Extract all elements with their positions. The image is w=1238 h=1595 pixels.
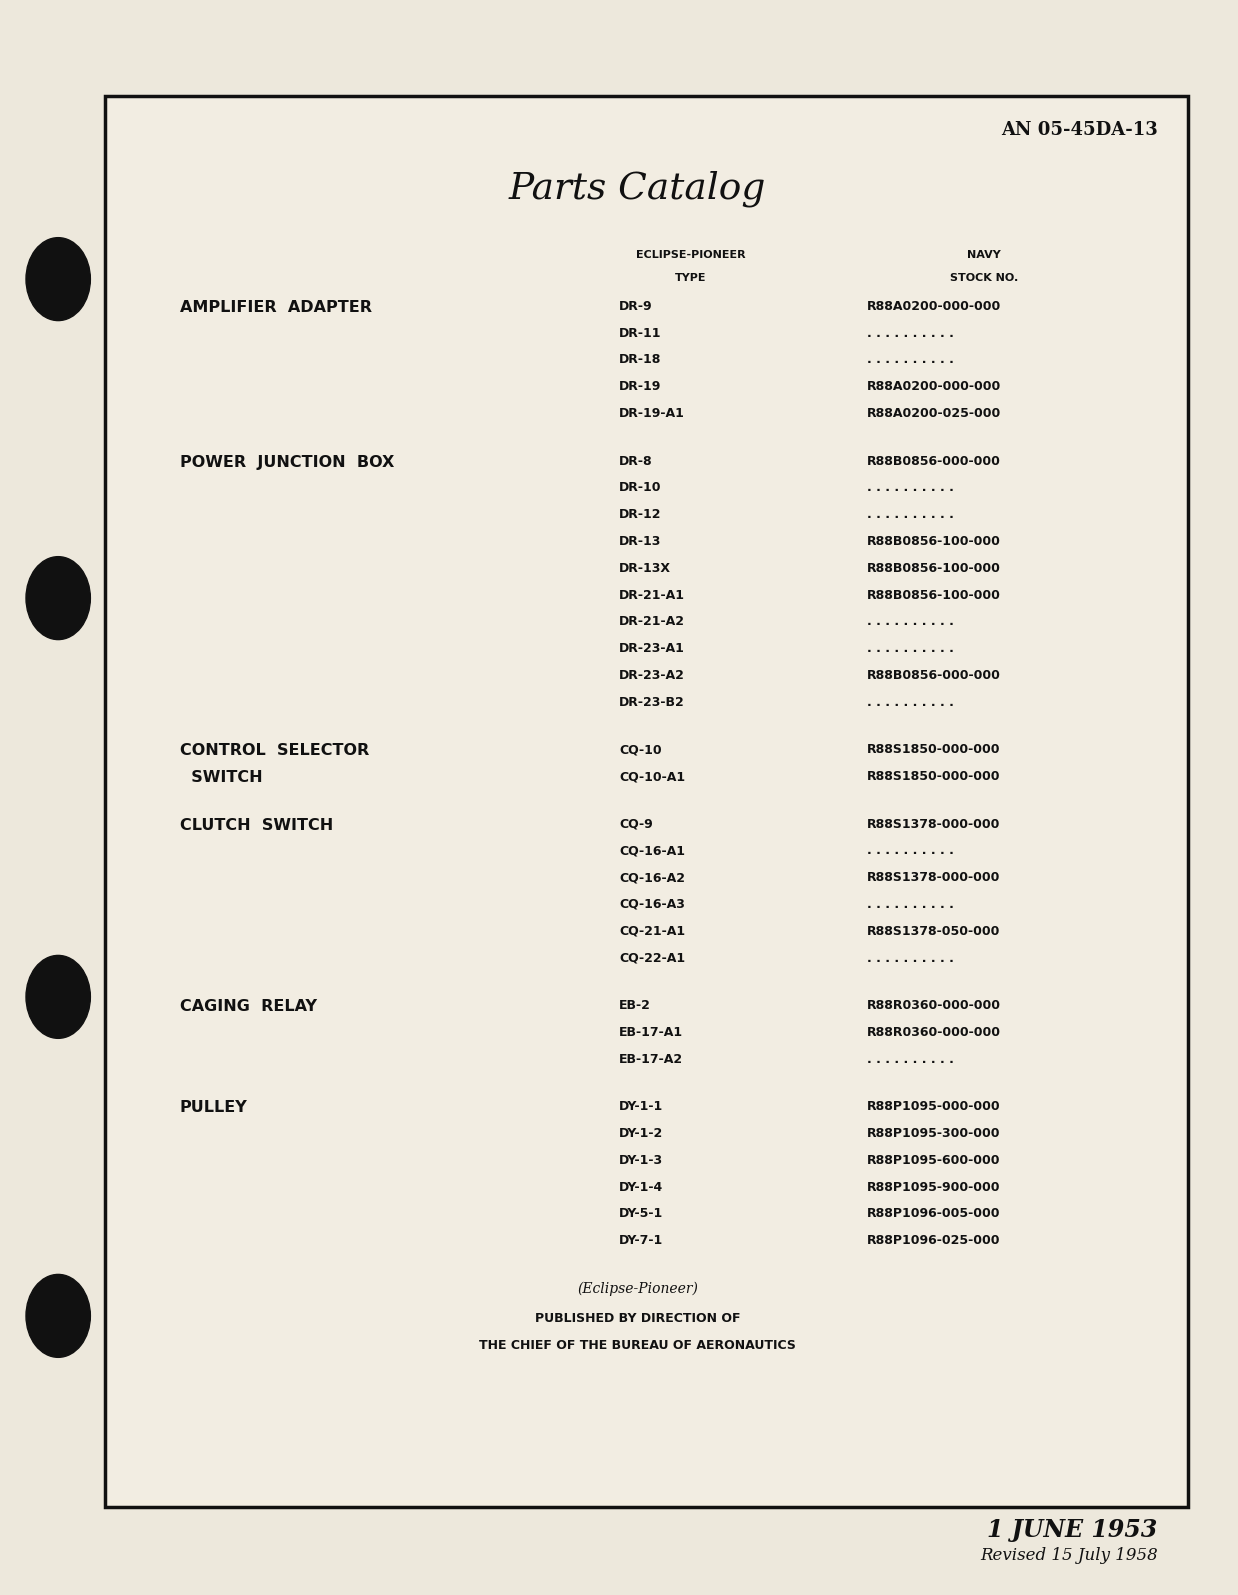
Text: DR-19: DR-19 — [619, 380, 661, 394]
Text: . . . . . . . . . .: . . . . . . . . . . — [867, 643, 953, 656]
Text: R88A0200-025-000: R88A0200-025-000 — [867, 407, 1000, 419]
Text: ECLIPSE-PIONEER: ECLIPSE-PIONEER — [636, 250, 745, 260]
Text: AMPLIFIER  ADAPTER: AMPLIFIER ADAPTER — [180, 300, 371, 314]
Text: CQ-9: CQ-9 — [619, 818, 652, 831]
Text: R88B0856-100-000: R88B0856-100-000 — [867, 589, 1000, 601]
Text: DY-1-2: DY-1-2 — [619, 1128, 664, 1140]
Text: EB-2: EB-2 — [619, 998, 651, 1013]
Text: DY-1-3: DY-1-3 — [619, 1153, 664, 1168]
Text: Parts Catalog: Parts Catalog — [509, 171, 766, 207]
Text: DR-21-A2: DR-21-A2 — [619, 616, 685, 628]
Text: R88S1850-000-000: R88S1850-000-000 — [867, 743, 1000, 756]
Text: DR-21-A1: DR-21-A1 — [619, 589, 685, 601]
Text: R88R0360-000-000: R88R0360-000-000 — [867, 1026, 1000, 1038]
Text: CAGING  RELAY: CAGING RELAY — [180, 998, 317, 1014]
Text: DR-12: DR-12 — [619, 509, 661, 522]
Text: EB-17-A2: EB-17-A2 — [619, 1053, 683, 1065]
Text: CONTROL  SELECTOR: CONTROL SELECTOR — [180, 743, 369, 758]
Text: . . . . . . . . . .: . . . . . . . . . . — [867, 695, 953, 708]
Text: DR-23-A1: DR-23-A1 — [619, 643, 685, 656]
Text: R88A0200-000-000: R88A0200-000-000 — [867, 300, 1000, 313]
Text: Revised 15 July 1958: Revised 15 July 1958 — [979, 1547, 1158, 1565]
Text: . . . . . . . . . .: . . . . . . . . . . — [867, 354, 953, 367]
Text: 1 JUNE 1953: 1 JUNE 1953 — [987, 1518, 1158, 1542]
Text: R88P1095-600-000: R88P1095-600-000 — [867, 1153, 1000, 1168]
Text: DR-10: DR-10 — [619, 482, 661, 494]
Text: R88S1378-000-000: R88S1378-000-000 — [867, 818, 1000, 831]
Circle shape — [26, 238, 90, 321]
Text: R88B0856-000-000: R88B0856-000-000 — [867, 455, 1000, 467]
Text: DY-7-1: DY-7-1 — [619, 1235, 664, 1247]
Text: R88P1095-000-000: R88P1095-000-000 — [867, 1101, 1000, 1113]
Text: R88B0856-100-000: R88B0856-100-000 — [867, 534, 1000, 549]
Text: NAVY: NAVY — [967, 250, 1002, 260]
Text: DY-1-4: DY-1-4 — [619, 1180, 664, 1193]
FancyBboxPatch shape — [105, 96, 1188, 1507]
Text: DR-23-B2: DR-23-B2 — [619, 695, 685, 708]
Text: R88P1096-005-000: R88P1096-005-000 — [867, 1207, 1000, 1220]
Text: . . . . . . . . . .: . . . . . . . . . . — [867, 1053, 953, 1065]
Text: DR-9: DR-9 — [619, 300, 652, 313]
Text: R88P1095-900-000: R88P1095-900-000 — [867, 1180, 1000, 1193]
Text: DY-5-1: DY-5-1 — [619, 1207, 664, 1220]
Text: THE CHIEF OF THE BUREAU OF AERONAUTICS: THE CHIEF OF THE BUREAU OF AERONAUTICS — [479, 1338, 796, 1351]
Text: POWER  JUNCTION  BOX: POWER JUNCTION BOX — [180, 455, 394, 469]
Text: . . . . . . . . . .: . . . . . . . . . . — [867, 898, 953, 911]
Text: . . . . . . . . . .: . . . . . . . . . . — [867, 616, 953, 628]
Text: CQ-10: CQ-10 — [619, 743, 661, 756]
Text: R88B0856-100-000: R88B0856-100-000 — [867, 561, 1000, 574]
Text: CQ-16-A2: CQ-16-A2 — [619, 871, 685, 884]
Text: EB-17-A1: EB-17-A1 — [619, 1026, 683, 1038]
Text: DR-23-A2: DR-23-A2 — [619, 668, 685, 683]
Text: CQ-21-A1: CQ-21-A1 — [619, 925, 685, 938]
Text: CQ-16-A3: CQ-16-A3 — [619, 898, 685, 911]
Text: PUBLISHED BY DIRECTION OF: PUBLISHED BY DIRECTION OF — [535, 1311, 740, 1325]
Text: PULLEY: PULLEY — [180, 1101, 248, 1115]
Circle shape — [26, 955, 90, 1038]
Text: R88A0200-000-000: R88A0200-000-000 — [867, 380, 1000, 394]
Text: CQ-16-A1: CQ-16-A1 — [619, 844, 685, 858]
Text: DR-19-A1: DR-19-A1 — [619, 407, 685, 419]
Text: AN 05-45DA-13: AN 05-45DA-13 — [1000, 121, 1158, 139]
Text: R88R0360-000-000: R88R0360-000-000 — [867, 998, 1000, 1013]
Text: (Eclipse-Pioneer): (Eclipse-Pioneer) — [577, 1282, 698, 1297]
Text: R88P1096-025-000: R88P1096-025-000 — [867, 1235, 1000, 1247]
Circle shape — [26, 1274, 90, 1357]
Text: R88S1378-000-000: R88S1378-000-000 — [867, 871, 1000, 884]
Text: DR-11: DR-11 — [619, 327, 661, 340]
Text: DR-18: DR-18 — [619, 354, 661, 367]
Text: SWITCH: SWITCH — [180, 770, 262, 785]
Text: TYPE: TYPE — [675, 273, 707, 282]
Text: R88S1378-050-000: R88S1378-050-000 — [867, 925, 1000, 938]
Circle shape — [26, 557, 90, 640]
Text: CLUTCH  SWITCH: CLUTCH SWITCH — [180, 818, 333, 833]
Text: DR-13X: DR-13X — [619, 561, 671, 574]
Text: R88P1095-300-000: R88P1095-300-000 — [867, 1128, 1000, 1140]
Text: . . . . . . . . . .: . . . . . . . . . . — [867, 844, 953, 858]
Text: . . . . . . . . . .: . . . . . . . . . . — [867, 327, 953, 340]
Text: . . . . . . . . . .: . . . . . . . . . . — [867, 952, 953, 965]
Text: CQ-10-A1: CQ-10-A1 — [619, 770, 685, 783]
Text: . . . . . . . . . .: . . . . . . . . . . — [867, 509, 953, 522]
Text: DR-13: DR-13 — [619, 534, 661, 549]
Text: DR-8: DR-8 — [619, 455, 652, 467]
Text: CQ-22-A1: CQ-22-A1 — [619, 952, 685, 965]
Text: R88S1850-000-000: R88S1850-000-000 — [867, 770, 1000, 783]
Text: DY-1-1: DY-1-1 — [619, 1101, 664, 1113]
Text: R88B0856-000-000: R88B0856-000-000 — [867, 668, 1000, 683]
Text: . . . . . . . . . .: . . . . . . . . . . — [867, 482, 953, 494]
Text: STOCK NO.: STOCK NO. — [950, 273, 1019, 282]
